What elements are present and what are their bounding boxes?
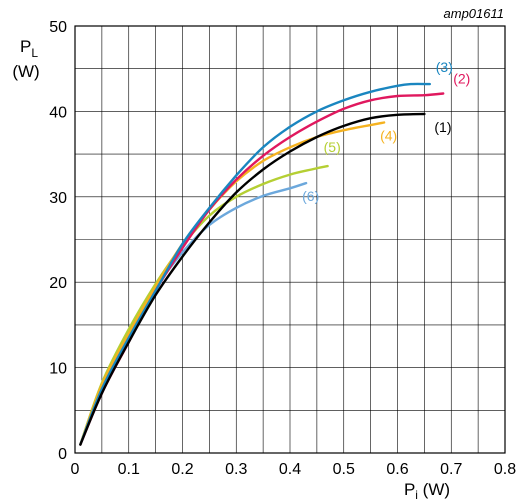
x-tick-label: 0.3	[225, 461, 247, 478]
x-axis-title: Pi (W)	[404, 480, 450, 502]
series-labels: (1) (2)(3) (4) (5) (6)	[302, 59, 470, 204]
series-label: (5)	[324, 139, 341, 155]
series-line	[79, 164, 329, 446]
y-axis-unit: (W)	[12, 62, 39, 81]
grid	[75, 26, 505, 453]
x-axis-title-subscript: i	[415, 488, 418, 502]
y-axis-title-subscript: L	[31, 46, 38, 60]
series-line	[79, 121, 386, 446]
y-tick-label: 30	[49, 190, 67, 207]
y-tick-label: 40	[49, 104, 67, 121]
curves	[79, 82, 445, 446]
x-tick-label: 0.1	[118, 461, 140, 478]
series-label: (6)	[302, 188, 319, 204]
x-tick-label: 0	[71, 461, 80, 478]
x-tick-labels: 0 0.1 0.2 0.3 0.4 0.5 0.6 0.7 0.8	[71, 461, 517, 478]
x-tick-label: 0.6	[386, 461, 408, 478]
series-label: (3)	[436, 59, 453, 75]
y-tick-labels: 0 10 20 30 40 50	[49, 19, 67, 463]
y-tick-label: 20	[49, 275, 67, 292]
y-tick-label: 0	[58, 446, 67, 463]
x-tick-label: 0.2	[171, 461, 193, 478]
x-tick-label: 0.8	[494, 461, 516, 478]
plot-frame	[74, 25, 506, 454]
x-tick-label: 0.7	[440, 461, 462, 478]
series-label: (2)	[453, 70, 470, 86]
series-label: (1)	[434, 119, 451, 135]
reference-label: amp01611	[444, 6, 504, 21]
x-axis-title-unit: (W)	[418, 480, 450, 499]
x-tick-label: 0.5	[333, 461, 355, 478]
series-line	[79, 181, 308, 446]
series-label: (4)	[380, 128, 397, 144]
y-tick-label: 10	[49, 361, 67, 378]
x-tick-label: 0.4	[279, 461, 301, 478]
y-tick-label: 50	[49, 19, 67, 36]
series-line	[79, 92, 445, 446]
series-line	[79, 112, 426, 446]
series-line	[79, 82, 431, 446]
y-axis-title: PL	[20, 37, 38, 60]
